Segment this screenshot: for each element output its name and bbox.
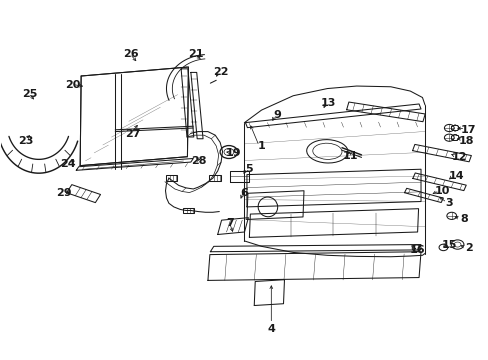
Text: 20: 20 [65, 80, 81, 90]
Text: 8: 8 [459, 215, 467, 224]
Text: 9: 9 [273, 111, 281, 121]
Text: 21: 21 [187, 49, 203, 59]
Text: 16: 16 [409, 245, 425, 255]
Text: 4: 4 [267, 324, 275, 334]
Text: 24: 24 [60, 159, 76, 169]
Text: 15: 15 [441, 239, 456, 249]
Text: 13: 13 [320, 98, 335, 108]
Text: 26: 26 [123, 49, 139, 59]
Text: 14: 14 [448, 171, 464, 181]
Text: 7: 7 [225, 218, 233, 228]
Bar [209, 175, 221, 181]
Text: 18: 18 [458, 136, 473, 145]
Text: 28: 28 [191, 156, 206, 166]
Text: 23: 23 [19, 136, 34, 145]
Text: 2: 2 [464, 243, 472, 253]
Text: 12: 12 [450, 152, 466, 162]
Text: 27: 27 [125, 129, 141, 139]
Text: 17: 17 [460, 125, 476, 135]
Text: 19: 19 [225, 148, 241, 158]
Bar [182, 208, 194, 213]
Text: 5: 5 [245, 164, 253, 174]
Text: 22: 22 [213, 67, 228, 77]
Text: 29: 29 [56, 188, 72, 198]
Text: 3: 3 [445, 198, 452, 208]
Text: 10: 10 [433, 186, 449, 197]
Text: 25: 25 [22, 89, 38, 99]
Text: 11: 11 [343, 151, 358, 161]
Text: 6: 6 [240, 188, 248, 198]
Text: 1: 1 [257, 141, 265, 151]
Bar [165, 175, 177, 181]
